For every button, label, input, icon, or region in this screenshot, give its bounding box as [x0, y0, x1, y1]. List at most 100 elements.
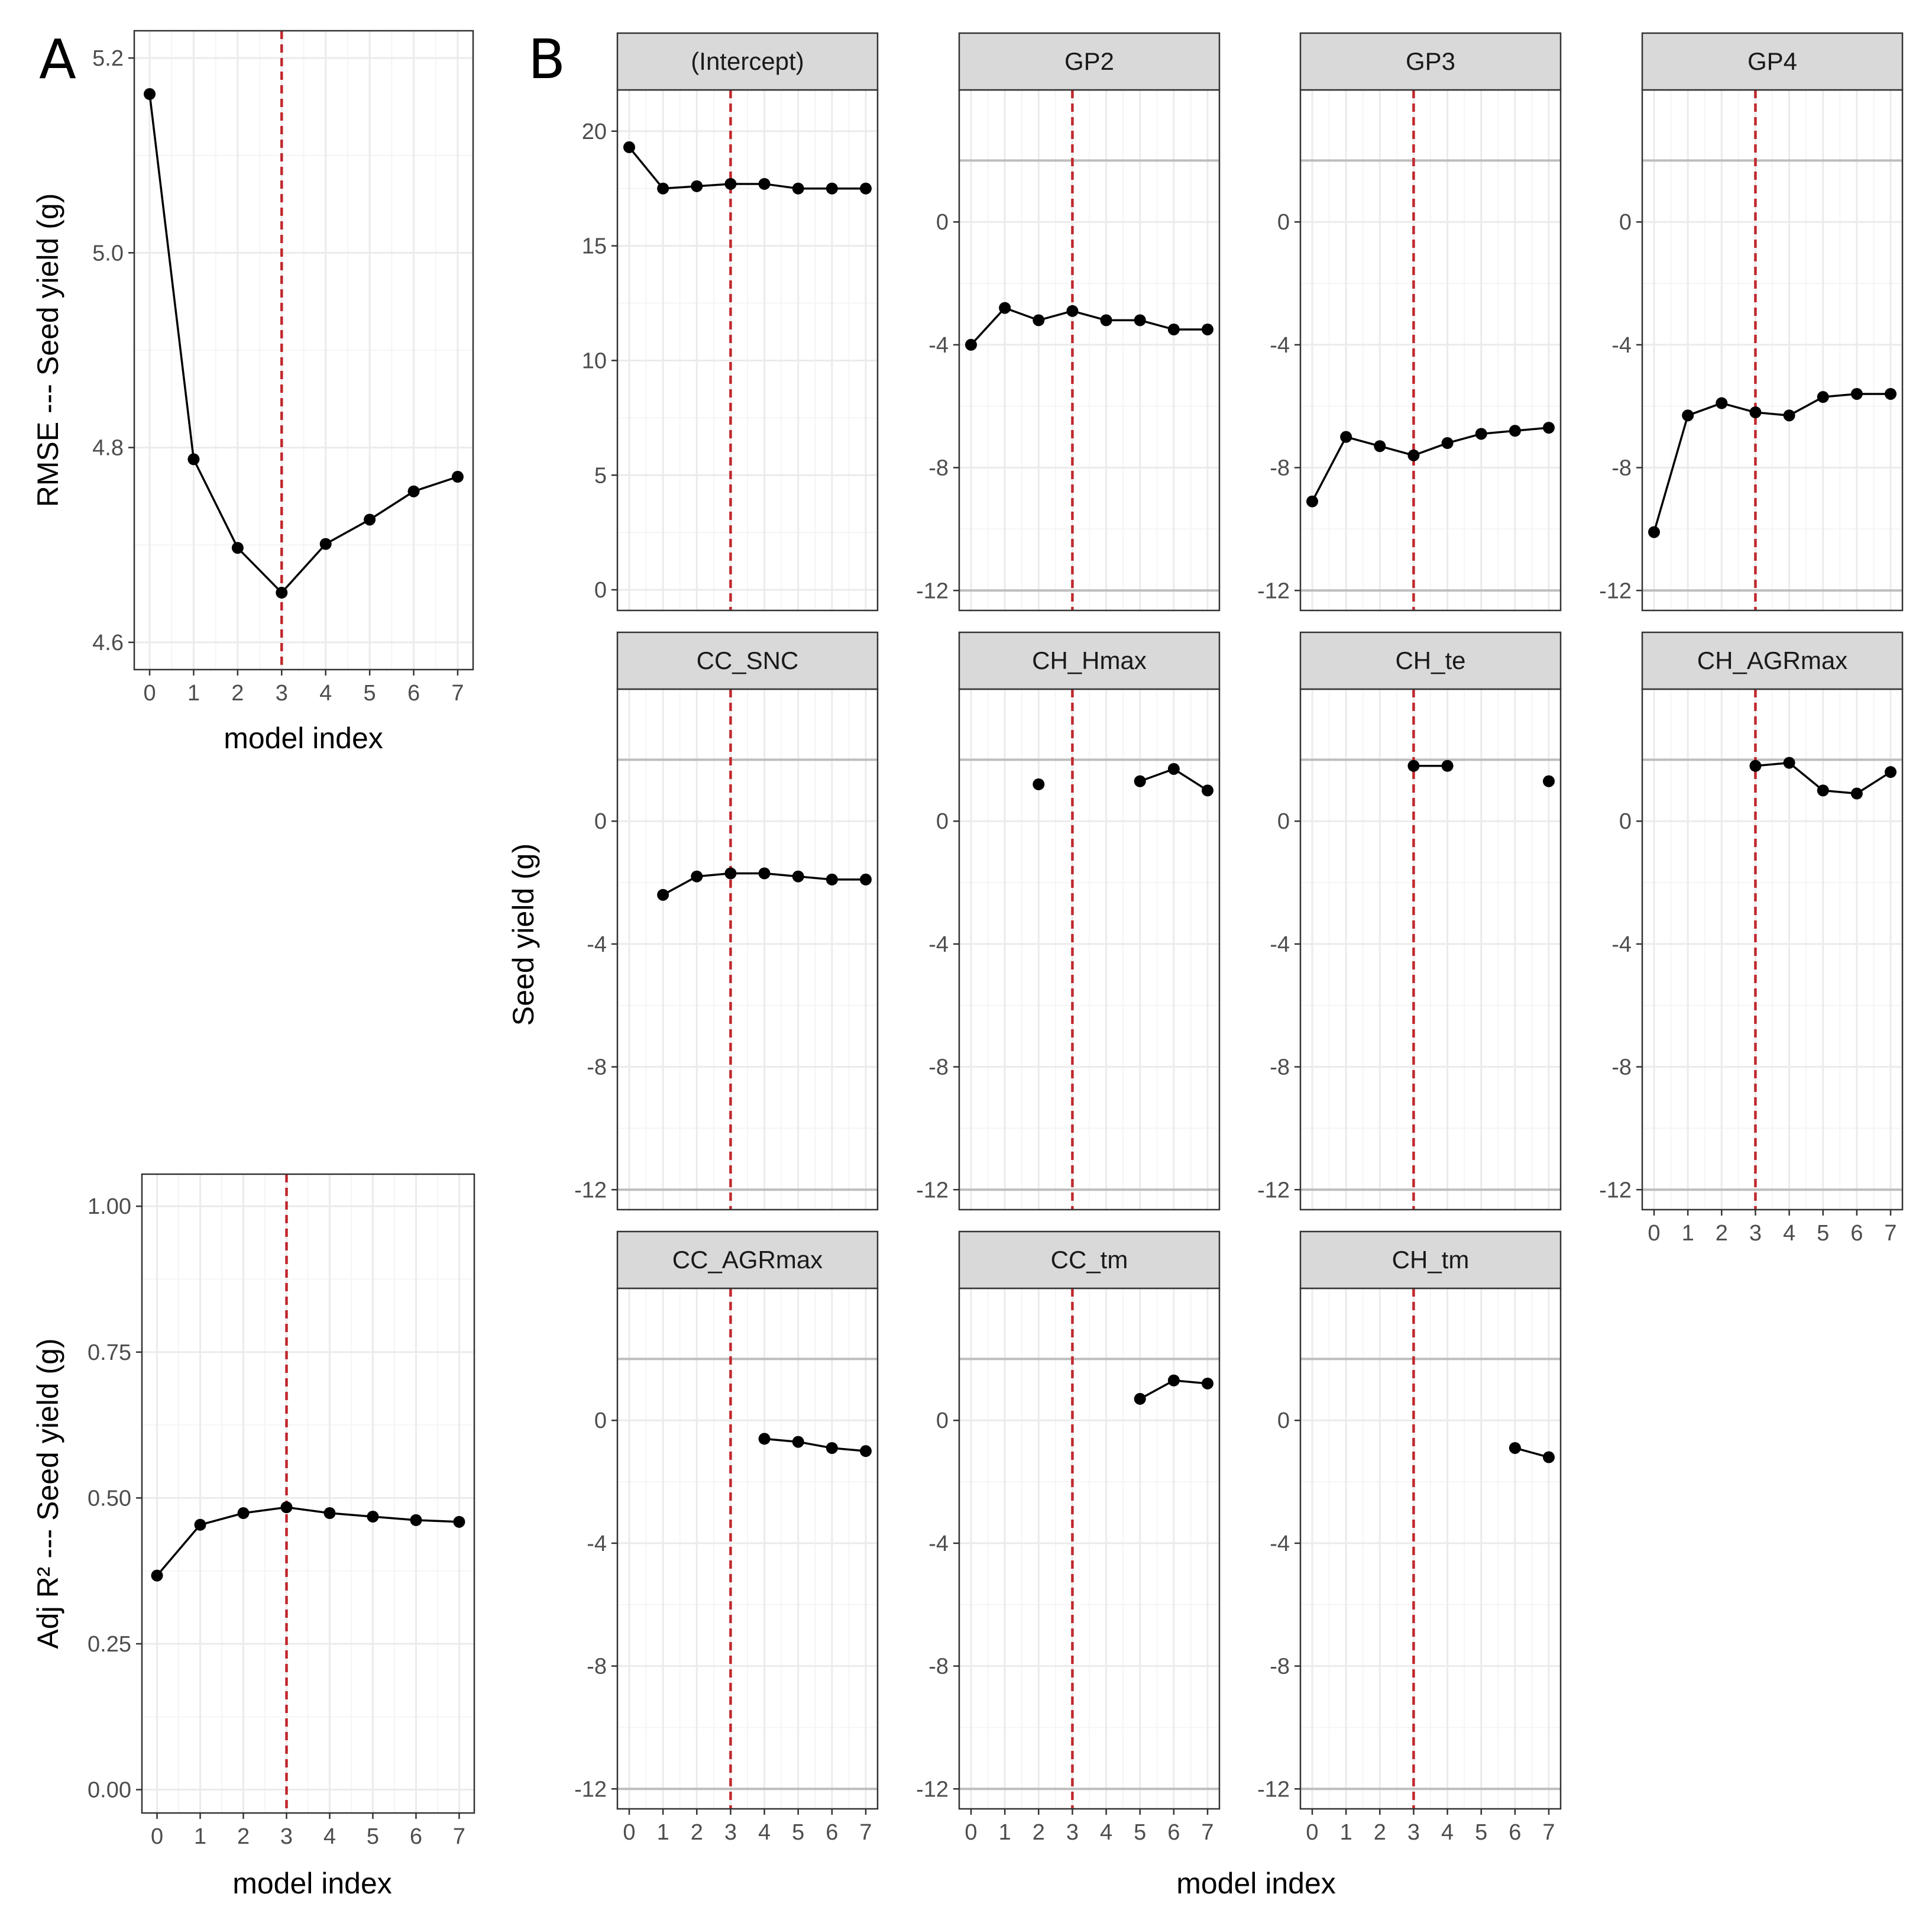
- facet-ch-tm-x-tick-label: 4: [1441, 1820, 1454, 1845]
- facet-cc-agrmax-point-7: [860, 1445, 872, 1457]
- facet-gp4-point-7: [1885, 387, 1897, 400]
- facet-intercept-y-tick-label: 15: [582, 234, 607, 259]
- facet-intercept-point-3: [724, 177, 737, 190]
- adjr2-line-segment: [329, 1512, 373, 1518]
- facet-gp3-point-2: [1374, 440, 1386, 453]
- facet-gp3-line-segment: [1311, 436, 1347, 502]
- facet-cc-tm-x-tick-label: 2: [1033, 1820, 1045, 1845]
- facet-cc-snc-point-6: [826, 873, 838, 885]
- facet-gp3-y-tick-label: 0: [1277, 210, 1290, 235]
- adjr2-y-tick-label: 1.00: [88, 1194, 131, 1219]
- facet-ch-agrmax-strip: [1641, 631, 1904, 690]
- rmse-panel: 0 1 2 3 4 5 6 7 4.6 4.8 5.0 5.2: [92, 30, 474, 706]
- facet-gp2-line-segment: [1004, 306, 1039, 322]
- adjr2-line-segment: [156, 1524, 201, 1576]
- facet-ch-hmax-point-6: [1167, 762, 1180, 775]
- facet-cc-agrmax-x-tick-label: 6: [826, 1820, 838, 1845]
- facet-ch-agrmax-x-tick-label: 6: [1850, 1221, 1863, 1246]
- adjr2-point-1: [194, 1518, 206, 1531]
- facet-gp2-point-7: [1202, 323, 1213, 335]
- facet-gp4-point-0: [1648, 526, 1660, 538]
- facet-ch-agrmax-y-tick-label: 0: [1619, 809, 1632, 834]
- facet-ch-tm-x-tick-label: 0: [1306, 1820, 1318, 1845]
- facet-gp4-strip: [1641, 32, 1904, 91]
- rmse-line-segment: [192, 458, 239, 548]
- facet-gp3-strip-label: GP3: [1406, 47, 1455, 75]
- facet-cc-agrmax-y-tick-label: 0: [594, 1408, 607, 1433]
- facet-cc-agrmax-x-tick-label: 3: [724, 1820, 737, 1845]
- facet-cc-agrmax-x-tick-label: 5: [792, 1820, 804, 1845]
- facet-ch-tm-strip-label: CH_tm: [1392, 1246, 1470, 1274]
- facet-ch-agrmax-line-segment: [1856, 771, 1891, 794]
- facet-gp4-y-tick-label: -4: [1611, 333, 1632, 358]
- facet-ch-tm-x-tick-label: 5: [1475, 1820, 1487, 1845]
- facet-cc-snc-y-tick-label: -8: [587, 1055, 607, 1080]
- rmse-line-segment: [325, 518, 370, 545]
- facet-ch-hmax-strip: [958, 631, 1221, 690]
- adjr2-x-tick-label: 3: [280, 1824, 293, 1849]
- facet-gp4-line-segment: [1788, 396, 1824, 416]
- adjr2-y-axis-title: Adj R² --- Seed yield (g): [31, 1338, 64, 1649]
- rmse-line-segment: [413, 476, 458, 493]
- facet-cc-snc-line-segment: [662, 875, 698, 896]
- adjr2-point-7: [453, 1515, 465, 1528]
- rmse-y-tick-label: 4.6: [92, 631, 124, 655]
- facet-ch-tm-y-tick-label: -8: [1270, 1654, 1290, 1679]
- facet-gp3-point-5: [1475, 428, 1487, 440]
- facet-ch-agrmax-x-tick-label: 0: [1648, 1221, 1660, 1246]
- facet-ch-tm-strip: [1299, 1230, 1562, 1290]
- facet-ch-te-y-tick-label: -8: [1270, 1055, 1290, 1080]
- facet-gp3-point-6: [1509, 425, 1521, 437]
- adjr2-point-4: [323, 1507, 336, 1520]
- facet-ch-agrmax-point-5: [1817, 784, 1829, 797]
- facet-cc-tm-point-5: [1134, 1392, 1146, 1405]
- facet-cc-agrmax-point-6: [826, 1442, 838, 1454]
- adjr2-x-tick-label: 0: [151, 1824, 163, 1849]
- facet-gp3-point-4: [1441, 437, 1454, 450]
- facet-gp3-y-tick-label: -4: [1270, 333, 1290, 358]
- rmse-line-segment: [369, 490, 415, 521]
- facet-cc-tm-point-7: [1202, 1377, 1213, 1389]
- facet-y-axis-title: Seed yield (g): [507, 843, 540, 1026]
- facet-gp2-strip: [958, 32, 1221, 91]
- facet-cc-agrmax-x-tick-label: 0: [623, 1820, 635, 1845]
- facet-ch-agrmax-x-tick-label: 2: [1716, 1221, 1728, 1246]
- facet-cc-agrmax-x-tick-label: 4: [758, 1820, 771, 1845]
- facet-gp3-y-tick-label: -12: [1257, 579, 1290, 603]
- rmse-line-segment: [148, 93, 195, 460]
- facet-intercept-strip: [616, 32, 879, 91]
- facet-ch-agrmax-y-tick-label: -8: [1611, 1055, 1632, 1080]
- facet-cc-tm-line-segment: [1139, 1379, 1174, 1400]
- facet-ch-agrmax-x-tick-label: 5: [1817, 1221, 1829, 1246]
- facet-ch-tm-x-tick-label: 6: [1509, 1820, 1521, 1845]
- facet-cc-agrmax-strip: [616, 1230, 879, 1290]
- facet-ch-agrmax-x-tick-label: 7: [1884, 1221, 1897, 1246]
- rmse-point-1: [187, 453, 200, 466]
- facet-cc-snc-point-7: [860, 873, 872, 885]
- facet-ch-agrmax-x-tick-label: 1: [1682, 1221, 1694, 1246]
- facet-ch-tm-x-tick-label: 7: [1542, 1820, 1555, 1845]
- facet-x-axis-title: model index: [1176, 1867, 1336, 1900]
- facet-cc-agrmax-y-tick-label: -4: [587, 1531, 607, 1556]
- rmse-x-tick-label: 7: [451, 681, 464, 706]
- facet-ch-agrmax-x-tick-label: 3: [1749, 1221, 1762, 1246]
- facet-gp2-y-tick-label: -4: [928, 333, 949, 358]
- rmse-y-tick-label: 5.0: [92, 241, 124, 266]
- facet-gp2-point-1: [999, 302, 1011, 314]
- rmse-x-axis-title: model index: [224, 722, 383, 755]
- rmse-y-axis-title: RMSE --- Seed yield (g): [31, 193, 64, 508]
- facet-cc-snc-point-1: [657, 888, 669, 901]
- facet-ch-hmax-line-segment: [1173, 768, 1208, 791]
- facet-gp2-y-tick-label: 0: [936, 210, 949, 235]
- rmse-point-5: [364, 513, 376, 526]
- rmse-point-2: [231, 542, 244, 554]
- facet-intercept-point-7: [860, 182, 872, 195]
- adjr2-x-axis-title: model index: [232, 1867, 392, 1900]
- facet-ch-agrmax-point-7: [1885, 766, 1897, 778]
- panel-label-a: A: [39, 28, 76, 91]
- facet-intercept-line-segment: [628, 146, 664, 189]
- rmse-panel-border: [133, 30, 474, 671]
- adjr2-point-2: [237, 1507, 250, 1520]
